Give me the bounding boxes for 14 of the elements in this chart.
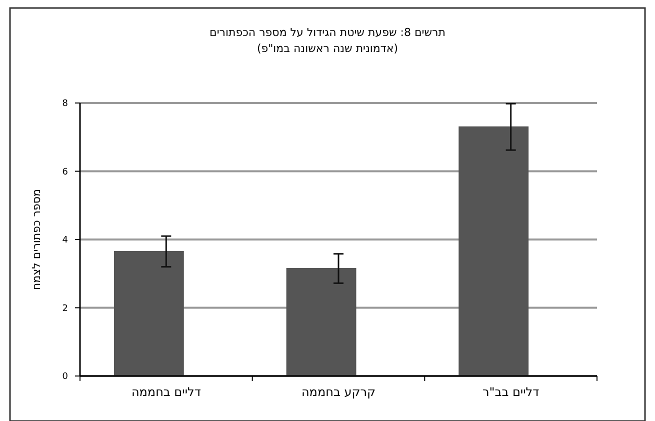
y-tick-label: 8 xyxy=(62,99,68,110)
x-tick-label: קרקע בחממה xyxy=(301,385,376,399)
y-axis-title: מספר כפתורים לצמח xyxy=(30,189,43,290)
y-tick-label: 2 xyxy=(62,304,68,314)
x-tick-label: דליים בחממה xyxy=(131,385,202,399)
bar xyxy=(114,250,184,376)
y-tick-label: 4 xyxy=(62,236,68,246)
y-tick-label: 6 xyxy=(62,167,68,178)
chart-subtitle: (אדמונית שנה ראשונה במו"פ) xyxy=(256,42,398,55)
bar xyxy=(286,268,356,376)
chart-title: תרשים 8: שפעת שיטת הגידול על מספר הכפתורים xyxy=(210,26,446,39)
bar xyxy=(458,126,529,376)
y-tick-label: 0 xyxy=(62,372,68,382)
x-tick-label: דליים בב"ר xyxy=(482,385,540,399)
